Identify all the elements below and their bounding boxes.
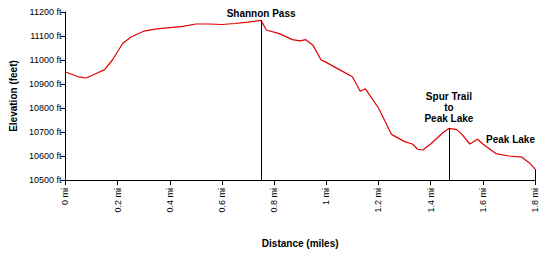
svg-text:1.4 mi: 1.4 mi <box>426 188 436 213</box>
svg-text:1.2 mi: 1.2 mi <box>373 188 383 213</box>
svg-text:to: to <box>444 102 453 113</box>
svg-text:Spur Trail: Spur Trail <box>426 91 472 102</box>
svg-text:1 mi: 1 mi <box>321 188 331 205</box>
svg-text:10900 ft: 10900 ft <box>29 79 62 89</box>
svg-text:11200 ft: 11200 ft <box>30 7 62 17</box>
svg-text:10600 ft: 10600 ft <box>29 151 62 161</box>
svg-text:0.8 mi: 0.8 mi <box>269 188 279 213</box>
svg-text:10500 ft: 10500 ft <box>29 175 62 185</box>
svg-text:0.4 mi: 0.4 mi <box>165 188 175 213</box>
svg-text:Peak Lake: Peak Lake <box>486 134 535 145</box>
svg-text:1.8 mi: 1.8 mi <box>530 188 540 213</box>
svg-text:10700 ft: 10700 ft <box>29 127 62 137</box>
svg-text:Distance (miles): Distance (miles) <box>262 238 339 249</box>
svg-text:0.2 mi: 0.2 mi <box>113 188 123 213</box>
svg-text:10800 ft: 10800 ft <box>29 103 62 113</box>
svg-text:Elevation (feet): Elevation (feet) <box>8 60 19 132</box>
svg-text:11100 ft: 11100 ft <box>30 31 62 41</box>
svg-text:Peak Lake: Peak Lake <box>424 113 473 124</box>
svg-text:Shannon Pass: Shannon Pass <box>227 8 296 19</box>
svg-text:0 mi: 0 mi <box>60 188 70 205</box>
svg-text:11000 ft: 11000 ft <box>30 55 62 65</box>
svg-text:0.6 mi: 0.6 mi <box>217 188 227 213</box>
svg-text:1.6 mi: 1.6 mi <box>478 188 488 213</box>
